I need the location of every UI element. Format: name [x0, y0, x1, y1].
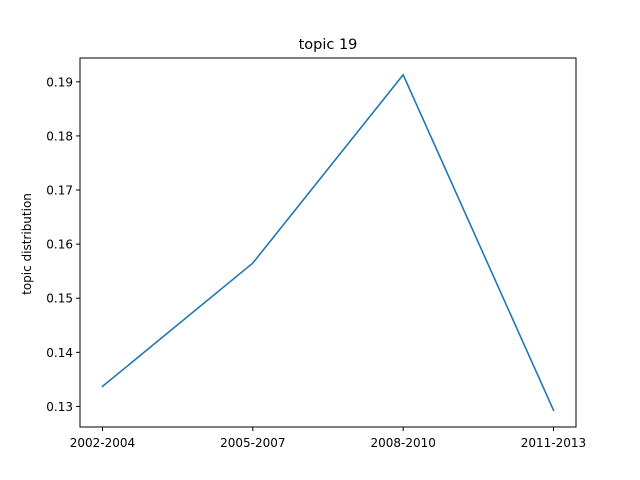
y-tick-label: 0.19	[46, 75, 73, 89]
plot-area-frame	[79, 57, 577, 428]
y-tick-label: 0.17	[46, 184, 73, 198]
y-axis-label: topic distribution	[20, 193, 34, 295]
x-tick-label: 2008-2010	[370, 436, 435, 450]
axis-ticks: 2002-2004 2005-2007 2008-2010 2011-2013 0.13…	[46, 75, 586, 450]
y-tick-label: 0.18	[46, 129, 73, 143]
y-tick-label: 0.13	[46, 400, 73, 414]
chart-title: topic 19	[299, 37, 358, 53]
series-line	[101, 73, 555, 412]
x-tick-label: 2002-2004	[70, 436, 135, 450]
y-tick-label: 0.14	[46, 346, 73, 360]
x-tick-label: 2011-2013	[521, 436, 586, 450]
y-tick-label: 0.15	[46, 292, 73, 306]
y-tick-label: 0.16	[46, 238, 73, 252]
x-tick-label: 2005-2007	[220, 436, 285, 450]
series-layer	[101, 73, 555, 412]
